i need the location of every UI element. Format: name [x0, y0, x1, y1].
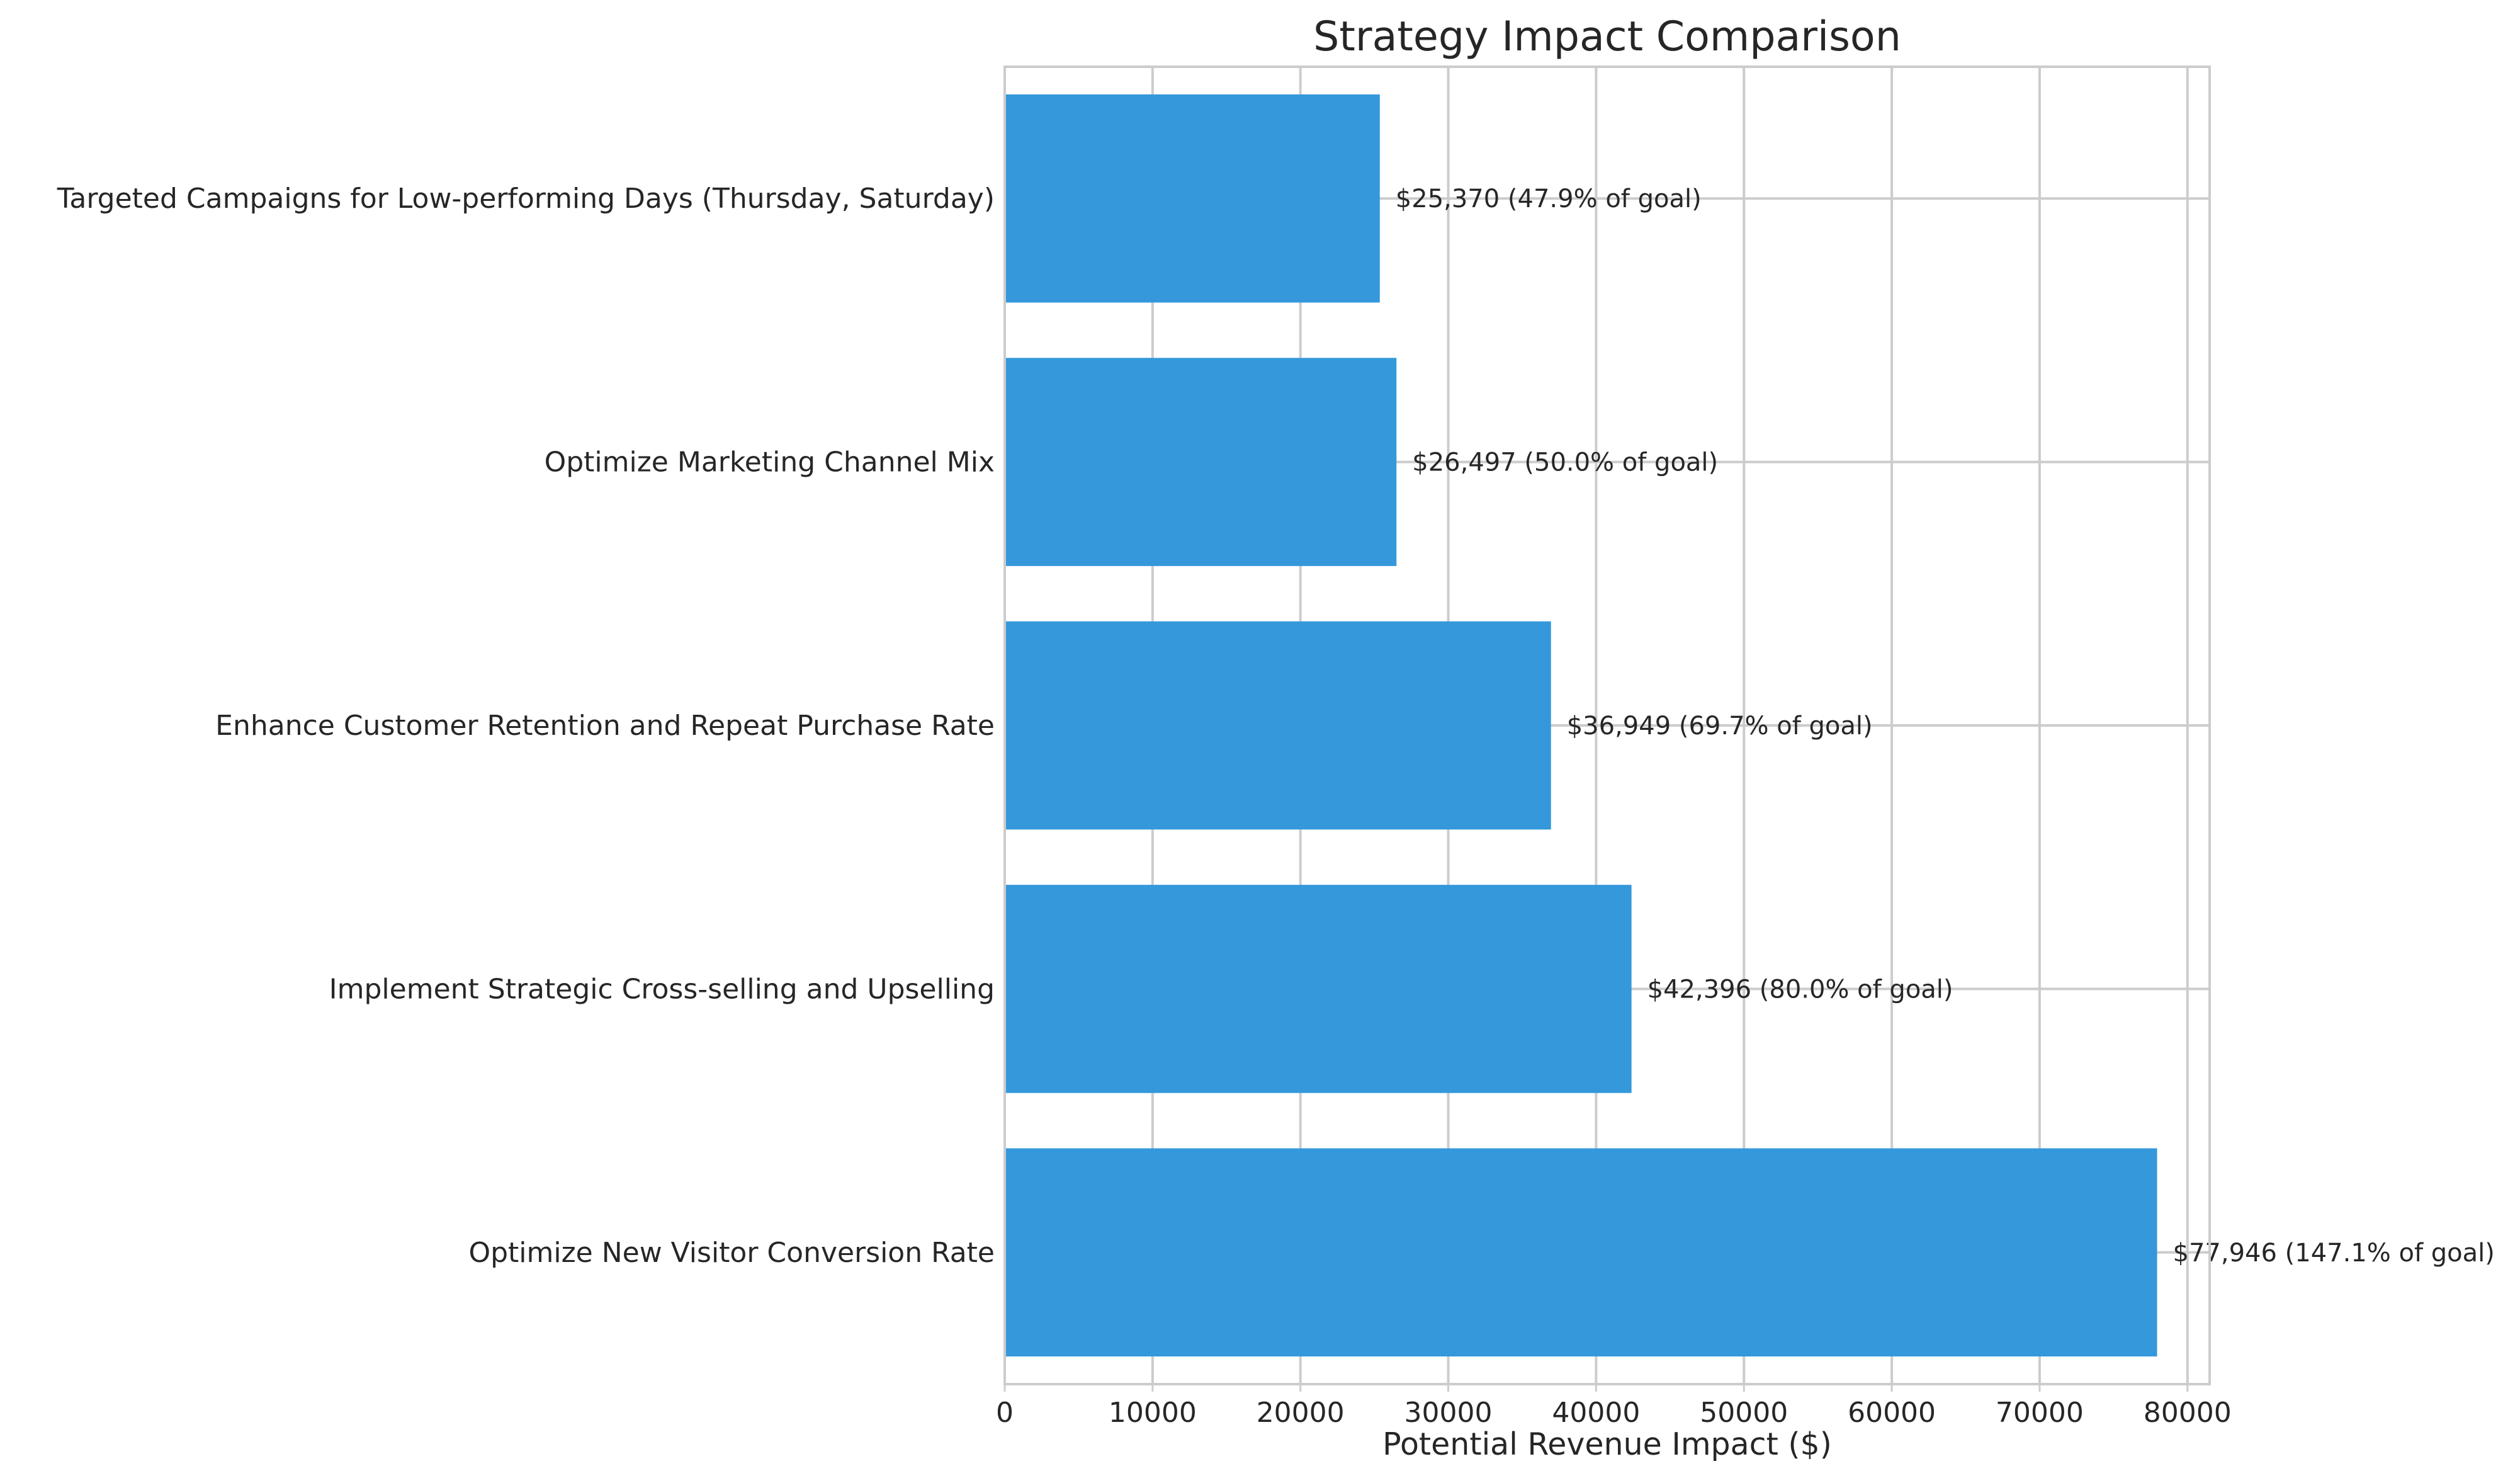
x-tick-label: 40000 — [1552, 1397, 1640, 1429]
x-axis-label: Potential Revenue Impact ($) — [1382, 1426, 1832, 1462]
bar-data-label: $42,396 (80.0% of goal) — [1647, 975, 1953, 1004]
y-category-label: Optimize New Visitor Conversion Rate — [468, 1237, 995, 1269]
y-category-label: Optimize Marketing Channel Mix — [545, 446, 995, 479]
x-tick-label: 60000 — [1848, 1397, 1936, 1429]
y-category-label: Targeted Campaigns for Low-performing Da… — [57, 183, 995, 215]
y-category-label: Implement Strategic Cross-selling and Up… — [329, 973, 995, 1005]
x-tick-label: 0 — [996, 1397, 1014, 1429]
labels-layer: 0 10000 20000 30000 40000 50000 60000 70000 8000… — [57, 183, 2495, 1429]
x-tick-label: 70000 — [1996, 1397, 2084, 1429]
chart-title: Strategy Impact Comparison — [1313, 13, 1901, 60]
bar-data-label: $25,370 (47.9% of goal) — [1396, 185, 1702, 213]
bar-data-label: $26,497 (50.0% of goal) — [1412, 448, 1718, 477]
bars-layer — [1005, 94, 2157, 1357]
x-tick-label: 80000 — [2144, 1397, 2232, 1429]
bar — [1005, 358, 1397, 566]
x-tick-label: 20000 — [1257, 1397, 1345, 1429]
x-tick-label: 10000 — [1109, 1397, 1197, 1429]
x-tick-label: 50000 — [1700, 1397, 1788, 1429]
bar — [1005, 885, 1632, 1093]
bar — [1005, 621, 1551, 830]
plot-frame — [1003, 65, 2211, 1385]
y-category-label: Enhance Customer Retention and Repeat Pu… — [215, 710, 995, 742]
bar-data-label: $36,949 (69.7% of goal) — [1567, 712, 1873, 741]
bar — [1005, 1148, 2157, 1357]
bar-data-label: $77,946 (147.1% of goal) — [2173, 1239, 2495, 1268]
x-tick-label: 30000 — [1404, 1397, 1493, 1429]
bar — [1005, 94, 1380, 303]
